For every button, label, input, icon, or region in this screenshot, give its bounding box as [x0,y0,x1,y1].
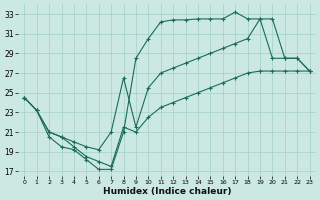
X-axis label: Humidex (Indice chaleur): Humidex (Indice chaleur) [103,187,231,196]
